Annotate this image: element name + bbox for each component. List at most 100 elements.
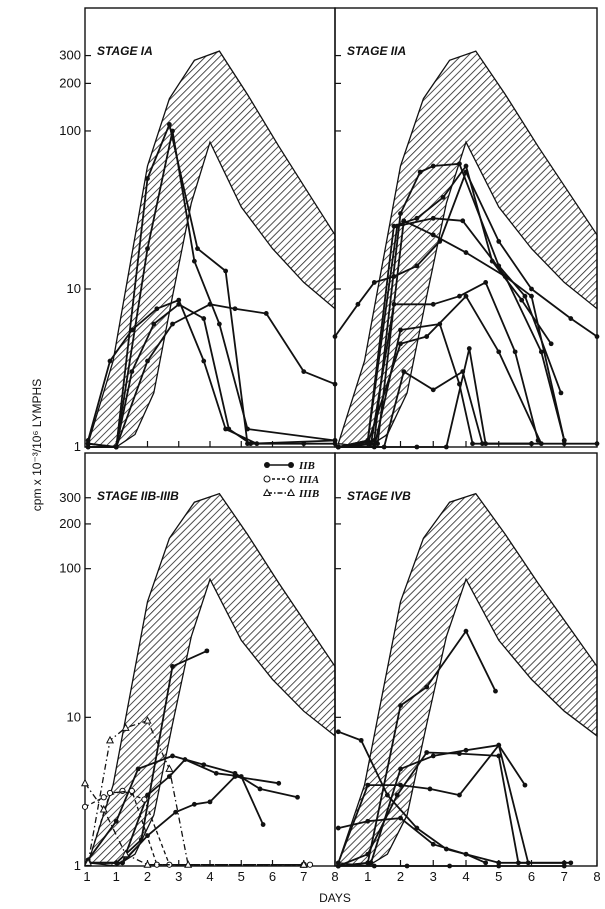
y-tick-label: 1 [74, 439, 81, 454]
data-point [398, 782, 403, 788]
data-point [358, 737, 364, 743]
data-point [170, 753, 175, 759]
legend-marker [286, 488, 296, 496]
data-point [594, 334, 600, 339]
data-point [417, 169, 423, 175]
legend-label: IIIA [298, 474, 319, 486]
data-point [141, 796, 148, 803]
data-point [437, 321, 443, 327]
data-point [276, 780, 282, 786]
data-point [105, 735, 115, 744]
y-tick-label: 200 [59, 75, 81, 90]
data-point [191, 258, 197, 264]
data-point [561, 863, 567, 869]
data-point [525, 860, 531, 866]
panel-1: 300 200 100 10 1 STAGE IA [59, 7, 338, 454]
data-point [170, 128, 175, 134]
legend-marker [263, 475, 271, 483]
data-point [460, 218, 466, 224]
data-point [368, 860, 374, 866]
data-point [496, 239, 502, 244]
x-tick-label: 2 [397, 869, 404, 884]
data-point [207, 301, 213, 307]
data-point [295, 794, 300, 800]
series-line [338, 217, 566, 448]
x-tick-label: 5 [495, 869, 502, 884]
data-point [529, 286, 534, 292]
data-point [254, 441, 260, 447]
data-point [201, 358, 207, 364]
data-point [424, 334, 430, 339]
data-point [170, 321, 175, 327]
data-point [204, 648, 210, 654]
data-point [107, 358, 113, 364]
data-point [216, 321, 222, 327]
x-tick-label: 4 [206, 869, 213, 884]
data-point [120, 860, 125, 866]
data-point [430, 841, 436, 847]
data-point [427, 786, 433, 792]
data-point [463, 250, 469, 255]
data-point [394, 223, 400, 229]
data-point [529, 293, 534, 299]
data-point [463, 851, 469, 857]
data-point [129, 327, 135, 333]
data-point [119, 787, 126, 795]
data-point [522, 782, 528, 788]
data-point [85, 444, 91, 450]
data-point [113, 860, 119, 866]
data-point [245, 426, 250, 432]
data-point [463, 293, 469, 299]
y-tick-label: 10 [67, 709, 81, 724]
data-point [263, 311, 269, 316]
series-IIB [335, 863, 567, 869]
data-point [85, 438, 91, 443]
data-point [496, 753, 502, 759]
panel-2: STAGE IIA [332, 7, 600, 450]
legend-marker [264, 462, 270, 468]
data-point [430, 387, 436, 393]
data-point [143, 860, 152, 868]
data-point [440, 194, 446, 200]
data-point [106, 789, 114, 797]
data-point [143, 716, 152, 724]
normal-range-band [87, 492, 336, 867]
data-point [401, 218, 407, 224]
data-point [371, 280, 377, 285]
panel-title: STAGE IIB-IIIB [97, 489, 179, 503]
data-point [182, 757, 188, 762]
legend-label: IIIB [298, 488, 319, 500]
panel-title: STAGE IA [97, 44, 153, 58]
data-point [414, 263, 420, 269]
data-point [398, 341, 403, 347]
data-point [232, 306, 238, 312]
y-tick-label: 10 [67, 281, 81, 296]
series-IIB [335, 346, 600, 450]
data-point [80, 778, 90, 787]
normal-range-band [337, 492, 598, 867]
data-point [568, 316, 574, 321]
data-point [463, 163, 469, 169]
data-point [365, 441, 371, 447]
data-point [306, 861, 314, 868]
data-point [365, 818, 371, 824]
data-point [81, 803, 89, 810]
data-point [84, 858, 93, 866]
data-point [483, 441, 489, 447]
data-point [335, 444, 341, 450]
data-point [332, 334, 338, 339]
x-tick-label: 1 [364, 869, 371, 884]
data-point [145, 246, 150, 252]
data-point [414, 444, 420, 450]
data-point [176, 297, 182, 303]
legend: IIB IIIA IIIB [262, 460, 319, 500]
data-point [443, 444, 449, 450]
data-point [213, 770, 219, 776]
y-tick-label: 300 [59, 48, 81, 63]
data-point [391, 301, 397, 307]
data-point [201, 762, 207, 768]
data-point [430, 163, 436, 169]
series-line [88, 130, 336, 448]
y-tick-label: 1 [74, 858, 81, 873]
